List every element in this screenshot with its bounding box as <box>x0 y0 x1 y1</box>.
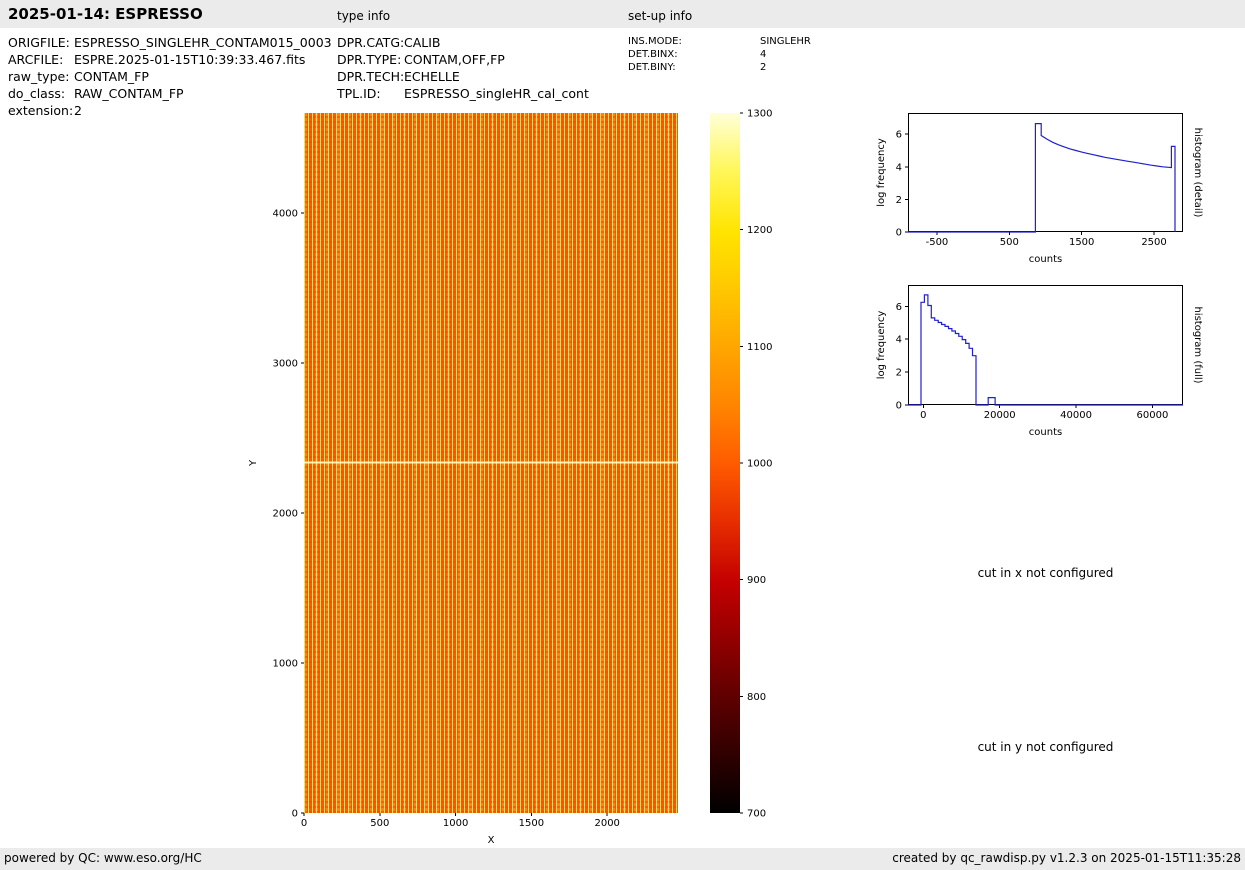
meta-row: ARCFILE: ESPRE.2025-01-15T10:39:33.467.fi… <box>8 51 332 68</box>
meta-value: ESPRESSO_SINGLEHR_CONTAM015_0003 <box>74 35 332 50</box>
meta-row: raw_type: CONTAM_FP <box>8 68 332 85</box>
svg-text:log frequency: log frequency <box>876 138 887 207</box>
meta-value: 4 <box>760 49 767 60</box>
header-bar: 2025-01-14: ESPRESSO type info set-up in… <box>0 0 1245 28</box>
svg-text:500: 500 <box>1000 237 1019 248</box>
svg-text:histogram (detail): histogram (detail) <box>1192 128 1203 218</box>
svg-text:log frequency: log frequency <box>876 311 887 380</box>
meta-row: DPR.TYPE: CONTAM,OFF,FP <box>337 51 589 68</box>
svg-text:40000: 40000 <box>1060 410 1092 421</box>
svg-text:6: 6 <box>896 302 902 313</box>
svg-text:counts: counts <box>1029 427 1062 438</box>
meta-label: raw_type: <box>8 69 70 84</box>
meta-label: extension: <box>8 103 74 118</box>
meta-value: 2 <box>74 103 82 118</box>
svg-text:700: 700 <box>747 809 766 820</box>
svg-text:counts: counts <box>1029 254 1062 265</box>
svg-text:1200: 1200 <box>747 225 772 236</box>
meta-row: ORIGFILE: ESPRESSO_SINGLEHR_CONTAM015_000… <box>8 34 332 51</box>
meta-value: 2 <box>760 62 767 73</box>
meta-value: ESPRE.2025-01-15T10:39:33.467.fits <box>74 52 306 67</box>
svg-text:4000: 4000 <box>273 209 298 220</box>
svg-text:1100: 1100 <box>747 342 772 353</box>
meta-label: ARCFILE: <box>8 52 64 67</box>
svg-text:2000: 2000 <box>594 818 619 829</box>
svg-text:2000: 2000 <box>273 509 298 520</box>
meta-row: DET.BINX: 4 <box>628 48 811 61</box>
svg-text:2500: 2500 <box>1141 237 1166 248</box>
svg-text:1000: 1000 <box>747 459 772 470</box>
svg-text:1000: 1000 <box>443 818 468 829</box>
svg-text:3000: 3000 <box>273 359 298 370</box>
svg-text:1300: 1300 <box>747 109 772 120</box>
svg-text:500: 500 <box>370 818 389 829</box>
setup-info-header: set-up info <box>628 9 693 23</box>
meta-label: DPR.TYPE: <box>337 52 402 67</box>
meta-row: do_class: RAW_CONTAM_FP <box>8 85 332 102</box>
meta-row: extension: 2 <box>8 102 332 119</box>
meta-value: RAW_CONTAM_FP <box>74 86 184 101</box>
meta-row: DET.BINY: 2 <box>628 61 811 74</box>
meta-value: CONTAM_FP <box>74 69 149 84</box>
cut-y-message: cut in y not configured <box>977 740 1114 754</box>
meta-row: INS.MODE: SINGLEHR <box>628 35 811 48</box>
svg-text:0: 0 <box>301 818 307 829</box>
meta-label: DPR.TECH: <box>337 69 405 84</box>
page-title: 2025-01-14: ESPRESSO <box>8 5 203 23</box>
meta-value: ECHELLE <box>404 69 460 84</box>
svg-text:1000: 1000 <box>273 659 298 670</box>
histogram-full-plot: 0 20000 40000 60000 0 2 4 6 counts log frequency h… <box>876 285 1203 438</box>
cut-x-message: cut in x not configured <box>977 566 1114 580</box>
footer-right-text: created by qc_rawdisp.py v1.2.3 on 2025-… <box>892 851 1241 865</box>
svg-text:900: 900 <box>747 575 766 586</box>
meta-label: DET.BINX: <box>628 49 678 60</box>
svg-text:6: 6 <box>896 130 902 141</box>
svg-text:histogram (full): histogram (full) <box>1192 306 1203 383</box>
meta-label: INS.MODE: <box>628 36 682 47</box>
type-info-header: type info <box>337 9 391 23</box>
meta-value: CONTAM,OFF,FP <box>404 52 505 67</box>
svg-text:X: X <box>488 835 495 846</box>
svg-text:-500: -500 <box>926 237 949 248</box>
colorbar: 700 800 900 1000 1100 1200 1300 <box>710 109 772 820</box>
type-info-block: DPR.CATG: CALIB DPR.TYPE: CONTAM,OFF,FP DP… <box>337 34 589 102</box>
svg-text:60000: 60000 <box>1137 410 1169 421</box>
detector-raw-image: 0 500 1000 1500 2000 0 1000 2000 3000 4000 X Y <box>248 113 678 846</box>
meta-value: SINGLEHR <box>760 36 811 47</box>
svg-text:2: 2 <box>896 368 902 379</box>
footer-bar: powered by QC: www.eso.org/HC created by… <box>0 848 1245 870</box>
setup-info-block: INS.MODE: SINGLEHR DET.BINX: 4 DET.BINY: 2 <box>628 35 811 74</box>
meta-row: TPL.ID: ESPRESSO_singleHR_cal_cont <box>337 85 589 102</box>
svg-text:1500: 1500 <box>1069 237 1094 248</box>
meta-label: TPL.ID: <box>337 86 381 101</box>
meta-label: ORIGFILE: <box>8 35 70 50</box>
svg-text:1500: 1500 <box>519 818 544 829</box>
meta-label: DPR.CATG: <box>337 35 405 50</box>
histogram-detail-plot: -500 500 1500 2500 0 2 4 6 counts log frequency hi… <box>876 113 1203 265</box>
svg-text:0: 0 <box>896 228 902 239</box>
footer-left-text: powered by QC: www.eso.org/HC <box>4 851 202 865</box>
meta-value: ESPRESSO_singleHR_cal_cont <box>404 86 589 101</box>
svg-text:4: 4 <box>896 335 902 346</box>
svg-text:0: 0 <box>920 410 926 421</box>
meta-row: DPR.TECH: ECHELLE <box>337 68 589 85</box>
svg-text:Y: Y <box>248 459 259 467</box>
svg-text:0: 0 <box>896 401 902 412</box>
file-metadata-block: ORIGFILE: ESPRESSO_SINGLEHR_CONTAM015_000… <box>8 34 332 119</box>
meta-label: DET.BINY: <box>628 62 676 73</box>
meta-row: DPR.CATG: CALIB <box>337 34 589 51</box>
svg-text:20000: 20000 <box>984 410 1016 421</box>
meta-value: CALIB <box>404 35 441 50</box>
svg-text:4: 4 <box>896 162 902 173</box>
svg-text:800: 800 <box>747 692 766 703</box>
svg-text:0: 0 <box>292 809 298 820</box>
meta-label: do_class: <box>8 86 66 101</box>
svg-text:2: 2 <box>896 195 902 206</box>
